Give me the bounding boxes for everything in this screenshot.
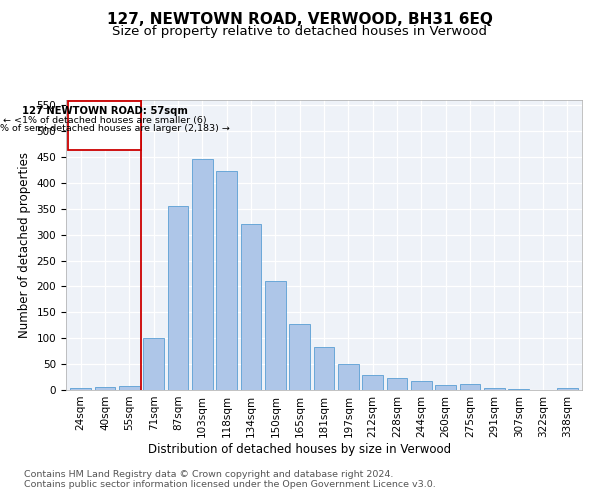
Bar <box>119 386 140 390</box>
Text: Size of property relative to detached houses in Verwood: Size of property relative to detached ho… <box>113 25 487 38</box>
Bar <box>484 388 505 390</box>
Y-axis label: Number of detached properties: Number of detached properties <box>18 152 31 338</box>
Bar <box>95 387 115 390</box>
Bar <box>265 281 286 390</box>
Bar <box>143 338 164 390</box>
Bar <box>70 388 91 390</box>
Bar <box>460 384 481 390</box>
Bar <box>338 364 359 390</box>
Text: ← <1% of detached houses are smaller (6): ← <1% of detached houses are smaller (6) <box>3 116 207 124</box>
FancyBboxPatch shape <box>68 101 142 150</box>
Bar <box>436 385 456 390</box>
Bar <box>508 389 529 390</box>
Text: Contains public sector information licensed under the Open Government Licence v3: Contains public sector information licen… <box>24 480 436 489</box>
Bar <box>557 388 578 390</box>
Bar <box>386 378 407 390</box>
Text: Distribution of detached houses by size in Verwood: Distribution of detached houses by size … <box>148 442 452 456</box>
Bar <box>289 324 310 390</box>
Bar <box>167 206 188 390</box>
Text: Contains HM Land Registry data © Crown copyright and database right 2024.: Contains HM Land Registry data © Crown c… <box>24 470 394 479</box>
Bar <box>241 224 262 390</box>
Text: 127 NEWTOWN ROAD: 57sqm: 127 NEWTOWN ROAD: 57sqm <box>22 106 188 116</box>
Bar <box>362 375 383 390</box>
Bar <box>216 171 237 390</box>
Bar <box>411 381 432 390</box>
Bar <box>192 158 212 390</box>
Text: >99% of semi-detached houses are larger (2,183) →: >99% of semi-detached houses are larger … <box>0 124 230 133</box>
Text: 127, NEWTOWN ROAD, VERWOOD, BH31 6EQ: 127, NEWTOWN ROAD, VERWOOD, BH31 6EQ <box>107 12 493 28</box>
Bar <box>314 347 334 390</box>
